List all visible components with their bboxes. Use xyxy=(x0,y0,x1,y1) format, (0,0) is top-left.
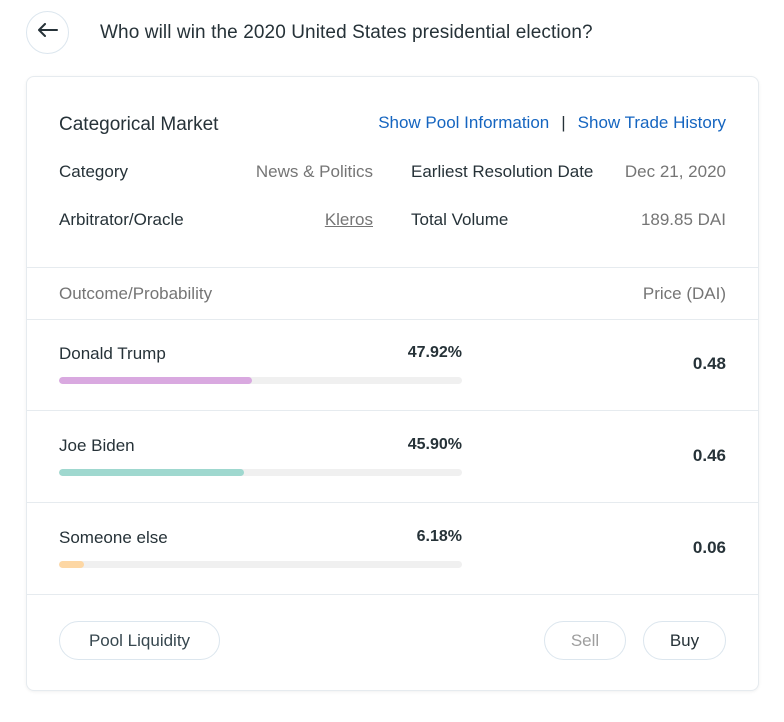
card-footer: Pool Liquidity Sell Buy xyxy=(27,594,758,692)
buy-button[interactable]: Buy xyxy=(643,621,726,660)
pool-liquidity-button[interactable]: Pool Liquidity xyxy=(59,621,220,660)
total-volume-value: 189.85 DAI xyxy=(640,210,726,229)
outcome-price: 0.48 xyxy=(692,354,726,373)
price-column-header: Price (DAI) xyxy=(642,284,726,303)
oracle-label: Arbitrator/Oracle xyxy=(59,210,184,229)
outcome-price: 0.06 xyxy=(692,538,726,557)
probability-bar-fill xyxy=(59,377,253,384)
outcome-probability: 47.92% xyxy=(407,344,462,361)
link-separator: | xyxy=(561,113,566,132)
outcome-probability: 6.18% xyxy=(416,528,462,545)
probability-bar xyxy=(59,469,462,476)
outcome-column-header: Outcome/Probability xyxy=(59,284,213,303)
outcomes-table-header: Outcome/Probability Price (DAI) xyxy=(27,268,758,320)
total-volume-label: Total Volume xyxy=(411,210,509,229)
outcome-name: Donald Trump xyxy=(59,344,166,363)
probability-bar-fill xyxy=(59,561,84,568)
market-info-section: Categorical Market Show Pool Information… xyxy=(27,77,758,268)
oracle-value-link[interactable]: Kleros xyxy=(324,210,373,229)
outcome-row[interactable]: Someone else 6.18% 0.06 xyxy=(27,503,758,595)
arrow-left-icon xyxy=(37,23,58,42)
sell-button[interactable]: Sell xyxy=(544,621,626,660)
market-type-label: Categorical Market xyxy=(59,114,219,135)
category-value: News & Politics xyxy=(255,162,373,181)
outcome-row[interactable]: Donald Trump 47.92% 0.48 xyxy=(27,319,758,411)
show-pool-information-link[interactable]: Show Pool Information xyxy=(378,113,550,132)
back-button[interactable] xyxy=(26,11,69,54)
probability-bar xyxy=(59,377,462,384)
probability-bar-fill xyxy=(59,469,244,476)
outcome-row[interactable]: Joe Biden 45.90% 0.46 xyxy=(27,411,758,503)
outcome-probability: 45.90% xyxy=(407,436,462,453)
market-links: Show Pool Information | Show Trade Histo… xyxy=(378,113,726,133)
outcome-price: 0.46 xyxy=(692,446,726,465)
outcome-name: Joe Biden xyxy=(59,436,135,455)
page-header: Who will win the 2020 United States pres… xyxy=(26,11,593,54)
outcome-name: Someone else xyxy=(59,528,168,547)
resolution-date-value: Dec 21, 2020 xyxy=(624,162,726,181)
resolution-date-label: Earliest Resolution Date xyxy=(411,162,594,181)
show-trade-history-link[interactable]: Show Trade History xyxy=(577,113,726,132)
probability-bar xyxy=(59,561,462,568)
category-label: Category xyxy=(59,162,128,181)
page-title: Who will win the 2020 United States pres… xyxy=(100,21,593,43)
market-card: Categorical Market Show Pool Information… xyxy=(26,76,759,691)
